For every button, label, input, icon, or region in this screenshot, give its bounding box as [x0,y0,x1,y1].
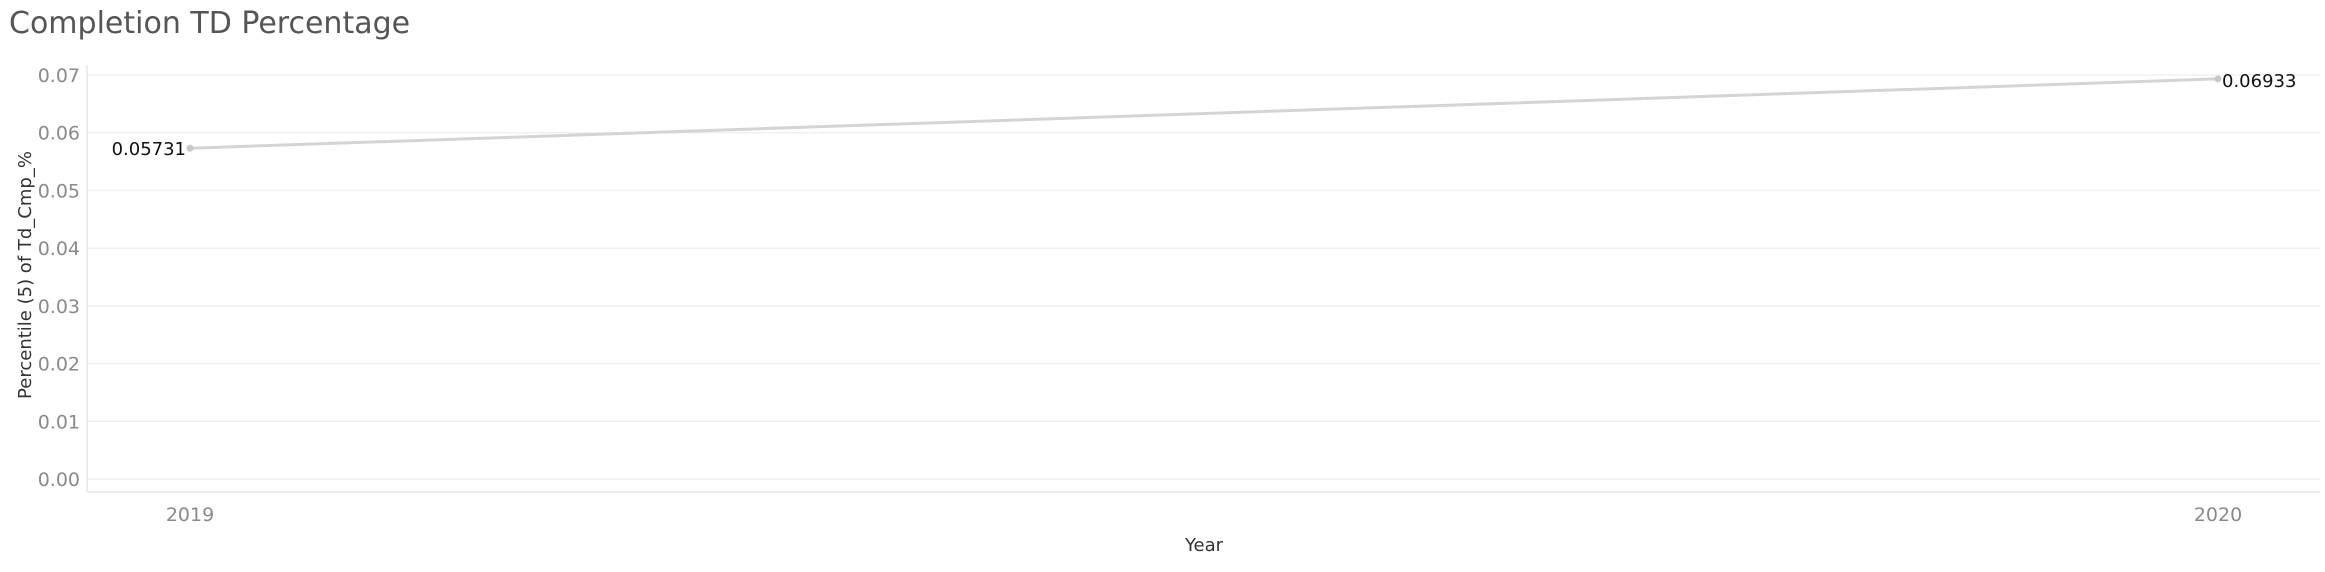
y-tick-label: 0.01 [38,411,80,433]
chart-title: Completion TD Percentage [9,6,411,41]
y-tick-label: 0.05 [38,180,80,202]
data-label: 0.06933 [2222,71,2296,92]
y-tick-label: 0.00 [38,469,80,491]
data-point [186,144,194,152]
series-line [189,77,2219,150]
data-label: 0.05731 [112,139,186,160]
y-tick-label: 0.04 [38,238,80,260]
y-tick-label: 0.07 [38,65,80,87]
y-tick-label: 0.02 [38,354,80,376]
y-tick-label: 0.06 [38,123,80,145]
data-point [2214,75,2222,83]
y-tick-label: 0.03 [38,296,80,318]
x-tick-label: 2019 [166,504,214,526]
x-tick-label: 2020 [2194,504,2242,526]
y-axis-title: Percentile (5) of Td_Cmp_% [15,151,36,399]
x-axis-title: Year [1184,535,1224,556]
